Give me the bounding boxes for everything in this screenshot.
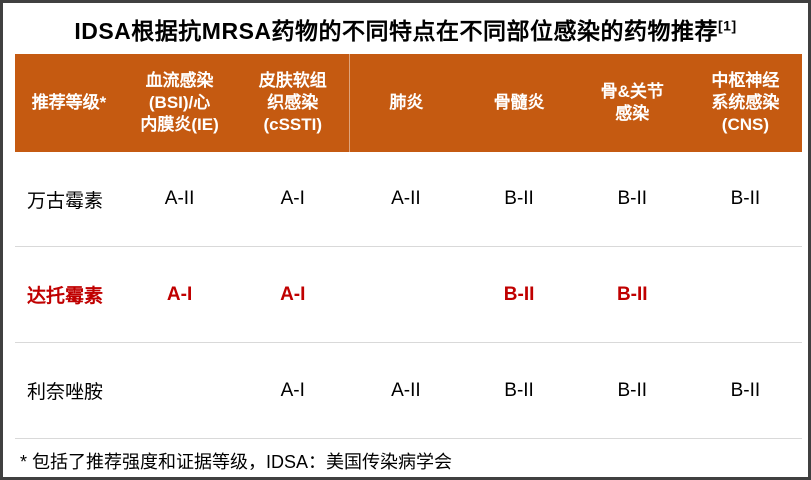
column-header-cssti: 皮肤软组 织感染 (cSSTI) — [258, 71, 327, 134]
grade-cell: A-II — [391, 379, 421, 401]
grade-cell: B-II — [504, 379, 534, 401]
table-header-row: 推荐等级* 血流感染 (BSI)/心 内膜炎(IE) 皮肤软组 织感染 (cSS… — [15, 54, 802, 152]
grade-cell: A-I — [280, 379, 305, 401]
grade-cell: A-I — [280, 188, 305, 209]
column-header-pneumonia: 肺炎 — [349, 54, 462, 152]
grade-cell: A-I — [280, 283, 306, 305]
column-header-bsi-ie: 血流感染 (BSI)/心 内膜炎(IE) — [140, 71, 219, 134]
table-row-vancomycin: 万古霉素 A-II A-I A-II B-II B-II B-II — [15, 152, 802, 247]
grade-cell: A-II — [391, 188, 421, 209]
citation-superscript: [1] — [718, 17, 737, 34]
drug-name-cell: 达托霉素 — [27, 286, 104, 307]
recommendation-table: 推荐等级* 血流感染 (BSI)/心 内膜炎(IE) 皮肤软组 织感染 (cSS… — [15, 54, 802, 477]
grade-cell: B-II — [504, 188, 534, 209]
grade-cell: B-II — [730, 379, 761, 401]
drug-name-cell: 万古霉素 — [27, 190, 104, 212]
grade-cell: B-II — [617, 379, 648, 401]
grade-cell: A-II — [164, 188, 195, 209]
page-title: IDSA根据抗MRSA药物的不同特点在不同部位感染的药物推荐[1] — [3, 12, 808, 46]
column-header-cns: 中枢神经 系统感染 (CNS) — [711, 71, 780, 134]
column-header-osteomyelitis: 骨髓炎 — [493, 93, 545, 113]
grade-cell: A-I — [166, 283, 193, 305]
grade-cell: B-II — [503, 283, 535, 305]
footnote: * 包括了推荐强度和证据等级，IDSA：美国传染病学会 — [20, 452, 453, 472]
column-header-bone-joint: 骨&关节 感染 — [600, 82, 664, 123]
table-row-linezolid: 利奈唑胺 A-I A-II B-II B-II B-II — [15, 343, 802, 439]
grade-cell: B-II — [616, 283, 648, 305]
column-header-grade: 推荐等级* — [31, 93, 107, 113]
page-title-text: IDSA根据抗MRSA药物的不同特点在不同部位感染的药物推荐 — [74, 18, 719, 44]
grade-cell: B-II — [730, 188, 761, 209]
table-row-daptomycin: 达托霉素 A-I A-I B-II B-II — [15, 247, 802, 343]
grade-cell: B-II — [617, 188, 648, 209]
drug-name-cell: 利奈唑胺 — [27, 382, 104, 403]
